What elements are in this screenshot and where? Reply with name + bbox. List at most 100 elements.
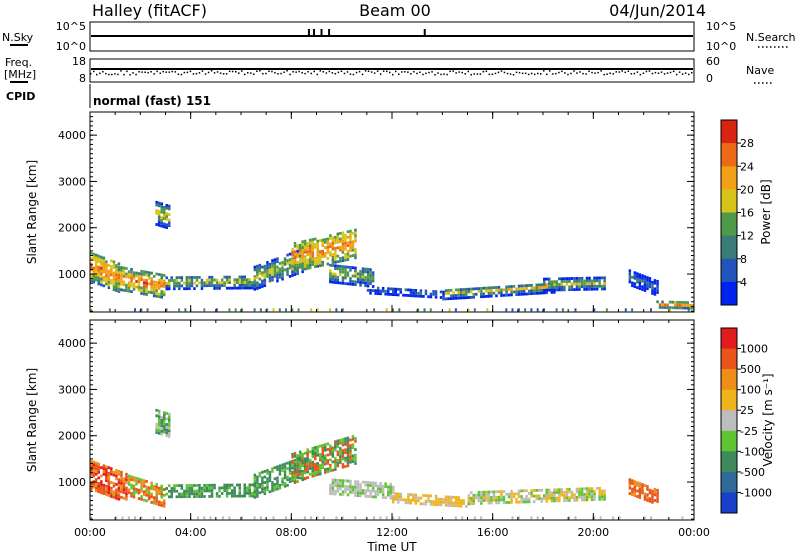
y-tick-label: 1000	[58, 476, 86, 489]
nave-dot	[316, 73, 318, 76]
velocity-cell	[480, 516, 483, 520]
nave-dot	[558, 71, 560, 74]
nave-dot	[274, 72, 276, 74]
power-cell	[314, 245, 317, 249]
power-cell	[152, 280, 156, 284]
velocity-cell	[168, 423, 171, 427]
velocity-cell	[135, 482, 138, 486]
power-cell	[319, 261, 322, 265]
power-cell	[301, 259, 304, 263]
velocity-cell	[633, 483, 637, 486]
velocity-cell	[429, 500, 433, 503]
power-cell	[303, 248, 307, 251]
nave-dot	[247, 72, 249, 74]
velocity-cell	[462, 499, 465, 503]
velocity-cell	[638, 482, 642, 485]
power-cell	[100, 269, 103, 273]
power-cell	[578, 279, 581, 283]
power-cell	[261, 271, 264, 275]
velocity-cell	[454, 504, 458, 508]
power-cell	[550, 285, 554, 289]
nsearch-tick-bottom: 10^0	[706, 40, 736, 53]
nave-dot	[515, 71, 518, 74]
power-cell	[349, 249, 352, 252]
velocity-colorbar-swatch	[721, 410, 737, 432]
power-cell	[281, 275, 284, 278]
velocity-cell	[359, 488, 362, 492]
power-cell	[678, 301, 682, 304]
velocity-cell	[429, 502, 433, 506]
velocity-cell	[222, 516, 225, 520]
velocity-cell	[193, 484, 196, 487]
power-cell	[548, 280, 551, 284]
power-cell	[683, 306, 687, 310]
power-cell	[183, 287, 186, 291]
power-cell	[336, 267, 340, 271]
power-cell	[308, 238, 312, 242]
velocity-cell	[155, 488, 158, 492]
velocity-cell	[371, 487, 375, 490]
power-cell	[108, 308, 111, 312]
y-tick-label: 4000	[58, 337, 86, 350]
power-cell	[643, 280, 647, 284]
velocity-cell	[646, 493, 649, 497]
velocity-cell	[160, 493, 163, 496]
velocity-cell	[336, 487, 340, 490]
power-cell	[298, 265, 302, 269]
power-cell	[590, 285, 594, 288]
power-cell	[590, 279, 594, 283]
power-cell	[163, 206, 166, 209]
power-cell	[268, 268, 272, 272]
power-cell	[636, 277, 639, 281]
power-cell	[334, 252, 337, 256]
power-cell	[628, 280, 632, 284]
power-cell	[530, 292, 533, 295]
velocity-cell	[97, 487, 100, 491]
power-cell	[641, 274, 644, 277]
power-cell	[341, 248, 345, 251]
velocity-cell	[575, 496, 579, 499]
power-cell	[170, 279, 173, 282]
velocity-cell	[97, 482, 100, 485]
velocity-cell	[631, 482, 634, 485]
velocity-cell	[218, 486, 221, 490]
velocity-cell	[283, 482, 287, 485]
power-cell	[329, 280, 332, 284]
power-cell	[447, 297, 450, 301]
power-cell	[115, 265, 118, 268]
velocity-cell	[137, 477, 141, 481]
velocity-cell	[497, 498, 501, 502]
power-cell	[115, 268, 118, 271]
power-cell	[354, 256, 357, 260]
power-cell	[107, 280, 111, 284]
power-cell	[334, 238, 337, 242]
power-cell	[127, 289, 131, 293]
velocity-cell	[115, 488, 118, 492]
nave-dot	[265, 72, 267, 75]
velocity-cell	[593, 516, 596, 520]
velocity-cell	[331, 460, 335, 464]
velocity-cell	[175, 495, 179, 499]
power-cell	[178, 308, 181, 312]
velocity-cell	[303, 451, 307, 455]
velocity-cell	[258, 491, 262, 495]
velocity-cell	[105, 484, 108, 488]
power-cell	[215, 286, 219, 290]
power-cell	[689, 304, 692, 307]
velocity-cell	[346, 479, 350, 483]
velocity-cell	[100, 488, 103, 492]
velocity-cell	[298, 476, 302, 480]
power-cell	[532, 286, 536, 290]
power-cell	[321, 238, 324, 242]
velocity-cell	[394, 497, 397, 501]
power-cell	[163, 222, 166, 226]
power-cell	[160, 273, 163, 277]
power-cell	[548, 288, 551, 292]
velocity-cell	[115, 469, 118, 472]
velocity-cell	[326, 470, 330, 474]
velocity-cell	[480, 496, 483, 500]
power-cell	[301, 240, 304, 244]
velocity-colorbar-tick-label: 500	[740, 363, 761, 376]
velocity-cell	[538, 494, 541, 498]
